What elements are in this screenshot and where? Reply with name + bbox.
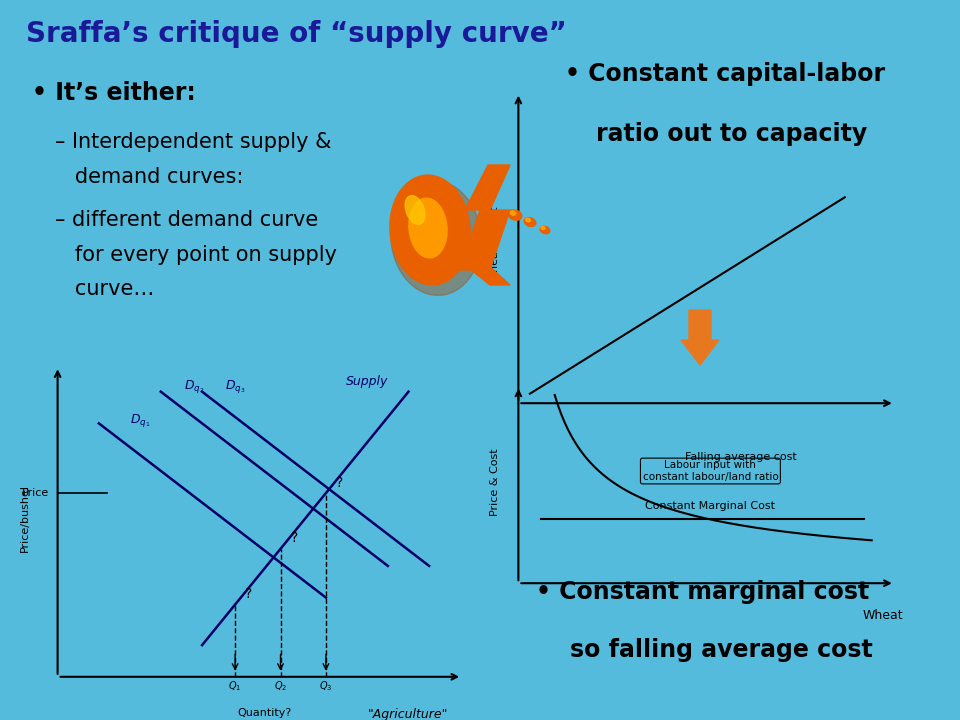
- Ellipse shape: [390, 175, 470, 285]
- Text: Price & Cost: Price & Cost: [491, 449, 500, 516]
- FancyArrow shape: [681, 310, 719, 365]
- Text: for every point on supply: for every point on supply: [55, 245, 337, 265]
- Text: Sraffa’s critique of “supply curve”: Sraffa’s critique of “supply curve”: [26, 20, 566, 48]
- Ellipse shape: [541, 226, 545, 230]
- Ellipse shape: [511, 211, 516, 215]
- Text: ratio out to capacity: ratio out to capacity: [596, 122, 868, 146]
- Text: Labour input with
constant labour/land ratio: Labour input with constant labour/land r…: [642, 460, 779, 482]
- Polygon shape: [465, 165, 510, 210]
- Text: $Q_2$: $Q_2$: [274, 680, 287, 693]
- Polygon shape: [465, 265, 510, 285]
- Text: – different demand curve: – different demand curve: [55, 210, 318, 230]
- Ellipse shape: [409, 198, 447, 258]
- Ellipse shape: [540, 226, 550, 234]
- Ellipse shape: [526, 218, 530, 222]
- Text: • It’s either:: • It’s either:: [33, 81, 196, 104]
- Text: ?: ?: [336, 476, 344, 490]
- Text: "Agriculture": "Agriculture": [369, 708, 448, 720]
- Text: $Q_1$: $Q_1$: [228, 680, 242, 693]
- Text: Supply: Supply: [346, 375, 389, 388]
- Text: ?: ?: [246, 588, 252, 601]
- Text: $Q_3$: $Q_3$: [320, 680, 332, 693]
- Ellipse shape: [508, 210, 522, 220]
- Text: – Interdependent supply &: – Interdependent supply &: [55, 132, 331, 153]
- Text: curve…: curve…: [55, 279, 154, 300]
- Text: Falling average cost: Falling average cost: [685, 452, 797, 462]
- Ellipse shape: [405, 196, 425, 225]
- Text: $D_{q_2}$: $D_{q_2}$: [183, 377, 204, 395]
- Text: $D_{q_3}$: $D_{q_3}$: [225, 377, 246, 395]
- Text: Wheat: Wheat: [863, 609, 903, 622]
- Text: Quantity?: Quantity?: [237, 708, 291, 719]
- Text: $D_{q_1}$: $D_{q_1}$: [130, 413, 151, 429]
- Text: Price: Price: [22, 488, 49, 498]
- Text: Wheat output: Wheat output: [491, 207, 500, 283]
- Text: • Constant marginal cost: • Constant marginal cost: [537, 580, 870, 604]
- Ellipse shape: [391, 181, 481, 295]
- Polygon shape: [460, 210, 510, 270]
- Text: ?: ?: [291, 531, 299, 546]
- Text: • Constant capital-labor: • Constant capital-labor: [564, 62, 885, 86]
- Text: so falling average cost: so falling average cost: [570, 638, 873, 662]
- Text: Price/bushel: Price/bushel: [19, 485, 30, 552]
- Text: demand curves:: demand curves:: [55, 167, 243, 187]
- Ellipse shape: [524, 217, 536, 227]
- Text: Constant Marginal Cost: Constant Marginal Cost: [645, 500, 776, 510]
